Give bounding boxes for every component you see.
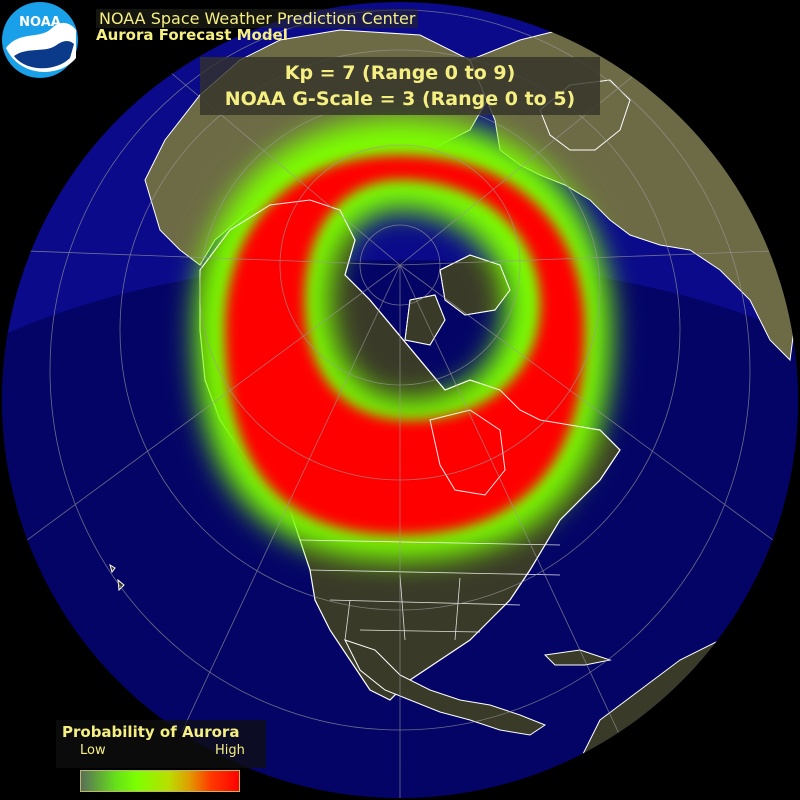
kp-text: Kp = 7 (Range 0 to 9) [284,62,516,84]
forecast-box: Kp = 7 (Range 0 to 9) NOAA G-Scale = 3 (… [200,57,600,115]
noaa-logo-text: NOAA [19,15,61,30]
legend-gradient-bar [80,770,240,792]
legend-title: Probability of Aurora [62,723,240,741]
land-cuba [543,649,612,666]
legend-high-label: High [215,743,245,758]
coastline-overlay [199,199,621,601]
border-lines [299,539,561,641]
legend-panel [56,720,266,768]
gscale-text: NOAA G-Scale = 3 (Range 0 to 5) [224,88,576,110]
noaa-logo: NOAA [2,2,78,78]
aurora-oval [195,118,612,560]
legend-low-label: Low [80,743,106,758]
aurora-red-band [225,155,585,535]
header-organization: NOAA Space Weather Prediction Center [96,9,419,28]
land-mexico [344,639,547,736]
header-product: Aurora Forecast Model [96,26,288,44]
graticule [2,9,798,798]
